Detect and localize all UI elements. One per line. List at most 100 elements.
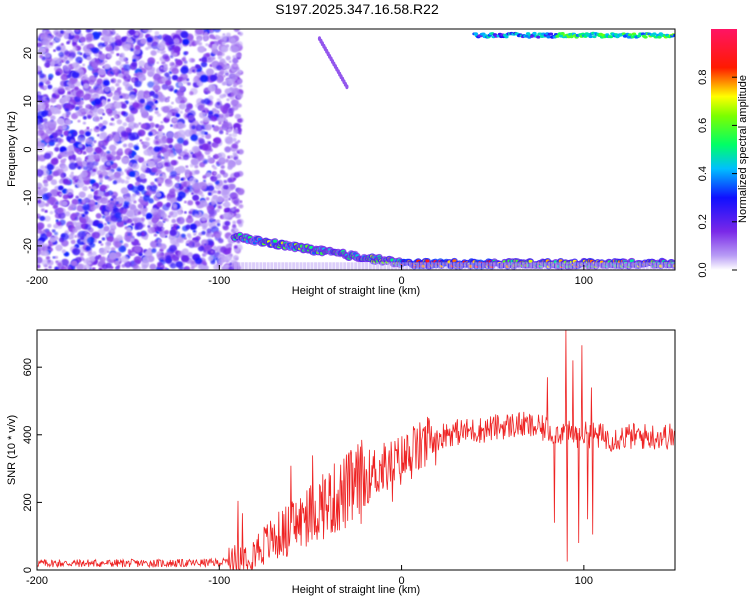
spectrogram-noise-blob — [206, 52, 211, 57]
spectrogram-noise-blob — [88, 86, 92, 89]
spectrogram-noise-blob — [178, 103, 186, 110]
spectrogram-noise-blob — [72, 175, 80, 182]
spectrogram-noise-blob — [236, 219, 242, 225]
spectrogram-noise-blob — [227, 155, 231, 159]
spectrogram-noise-blob — [224, 69, 228, 74]
spectrogram-noise-blob — [140, 141, 144, 144]
spectrogram-noise-blob — [132, 59, 137, 63]
spectrogram-noise-blob — [57, 86, 65, 92]
spectrogram-noise-blob — [47, 120, 56, 129]
spectrogram-band-glow — [288, 262, 292, 270]
spectrogram-noise-blob — [66, 145, 74, 152]
spectrogram-noise-blob — [191, 158, 199, 166]
spectrogram-noise-blob — [87, 114, 92, 119]
spectrogram-lower-band-core — [528, 259, 533, 263]
spectrogram-noise-blob — [74, 65, 83, 73]
spectrogram-noise-blob — [158, 124, 165, 130]
spectrogram-noise-blob — [169, 170, 177, 178]
spectrogram-band-glow — [441, 262, 445, 270]
spectrogram-noise-blob — [157, 238, 162, 243]
spectrogram-noise-blob — [107, 98, 111, 102]
spectrogram-band-glow — [481, 262, 485, 270]
spectrogram-noise-blob — [88, 186, 92, 189]
spectrogram-band-glow — [459, 262, 463, 270]
spectrogram-noise-blob — [68, 133, 72, 137]
spectrogram-noise-blob — [139, 77, 143, 81]
spectrogram-noise-blob — [91, 267, 96, 270]
spectrogram-noise-blob — [65, 188, 74, 196]
spectrogram-noise-blob — [185, 114, 189, 118]
spectrogram-noise-blob — [122, 64, 131, 72]
spectrogram-noise-blob — [151, 150, 156, 155]
spectrogram-noise-blob — [91, 100, 95, 105]
spectrogram-noise-blob — [37, 199, 42, 204]
spectrogram-noise-blob — [41, 208, 45, 212]
spectrogram-noise-blob — [194, 164, 199, 169]
spectrogram-band-glow — [583, 262, 587, 270]
spectrogram-noise-blob — [170, 262, 177, 269]
spectrogram-band-glow — [547, 262, 551, 270]
spectrogram-noise-blob — [134, 80, 142, 88]
spectrogram-noise-blob — [120, 255, 129, 263]
spectrogram-noise-blob — [145, 137, 150, 142]
spectrogram-noise-blob — [181, 57, 187, 62]
spectrogram-noise-blob — [142, 29, 147, 32]
spectrogram-noise-blob — [116, 234, 123, 241]
spectrogram-upper-band — [532, 31, 537, 35]
spectrogram-noise-blob — [136, 232, 142, 237]
spectrogram-band-glow — [540, 262, 544, 270]
spectrogram-noise-blob — [101, 215, 106, 219]
spectrogram-noise-blob — [151, 105, 157, 110]
spectrogram-noise-blob — [115, 258, 119, 261]
spectrogram-noise-blob — [103, 86, 111, 93]
spectrogram-noise-blob — [216, 116, 222, 122]
spectrogram-noise-blob — [164, 230, 170, 235]
spectrogram-band-glow — [467, 262, 471, 270]
spectrogram-noise-blob — [228, 242, 233, 247]
spectrogram-noise-blob — [78, 191, 86, 198]
spectrogram-noise-blob — [207, 256, 214, 262]
figure-title: S197.2025.347.16.58.R22 — [275, 1, 439, 17]
spectrogram-noise-blob — [212, 219, 218, 224]
spectrogram-upper-band — [588, 35, 593, 39]
spectrogram-noise-blob — [55, 143, 60, 147]
spectrogram-noise-blob — [212, 245, 217, 250]
spectrogram-noise-blob — [183, 149, 188, 153]
spectrogram-noise-blob — [220, 246, 227, 253]
spectrogram-noise-blob — [136, 142, 139, 146]
spectrogram-noise-blob — [61, 249, 67, 254]
spectrogram-noise-blob — [74, 86, 79, 91]
spectrogram-noise-blob — [202, 175, 207, 179]
spectrogram-noise-blob — [208, 29, 214, 33]
spectrogram-noise-blob — [101, 263, 109, 270]
spectrogram-noise-blob — [224, 254, 233, 262]
spectrogram-noise-blob — [179, 110, 183, 114]
snr-x-tick-label: -200 — [26, 575, 48, 587]
spectrogram-noise-blob — [107, 156, 112, 161]
spectrogram-noise-blob — [160, 212, 168, 219]
spectrogram-noise-blob — [120, 137, 125, 142]
spectrogram-noise-blob — [87, 261, 92, 266]
spectrogram-noise-blob — [229, 92, 235, 97]
spectrogram-noise-blob — [99, 127, 105, 132]
spectrogram-noise-blob — [160, 232, 166, 238]
spectrogram-noise-blob — [164, 162, 169, 167]
spectrogram-noise-blob — [149, 115, 154, 120]
spectrogram-noise-blob — [233, 171, 240, 178]
spectrogram-noise-blob — [169, 244, 177, 252]
spectrogram-noise-blob — [204, 244, 212, 252]
spectrogram-noise-blob — [37, 70, 42, 75]
spectrogram-noise-blob — [106, 150, 111, 154]
spectrogram-noise-blob — [141, 210, 145, 214]
spectrogram-noise-blob — [102, 112, 105, 116]
spectrogram-noise-blob — [155, 172, 159, 176]
spectrogram-noise-blob — [111, 66, 119, 74]
spectrogram-noise-blob — [85, 36, 93, 43]
spectrogram-noise-blob — [96, 108, 104, 115]
spectrogram-noise-blob — [204, 149, 211, 155]
spectrogram-noise-blob — [185, 165, 189, 169]
spectrogram-band-glow — [609, 262, 613, 270]
spectrogram-noise-blob — [212, 190, 216, 194]
colorbar: 0.0 0.2 0.4 0.6 0.8 Normalized spectral ampl… — [697, 29, 749, 278]
spectrogram-noise-blob — [42, 229, 46, 232]
